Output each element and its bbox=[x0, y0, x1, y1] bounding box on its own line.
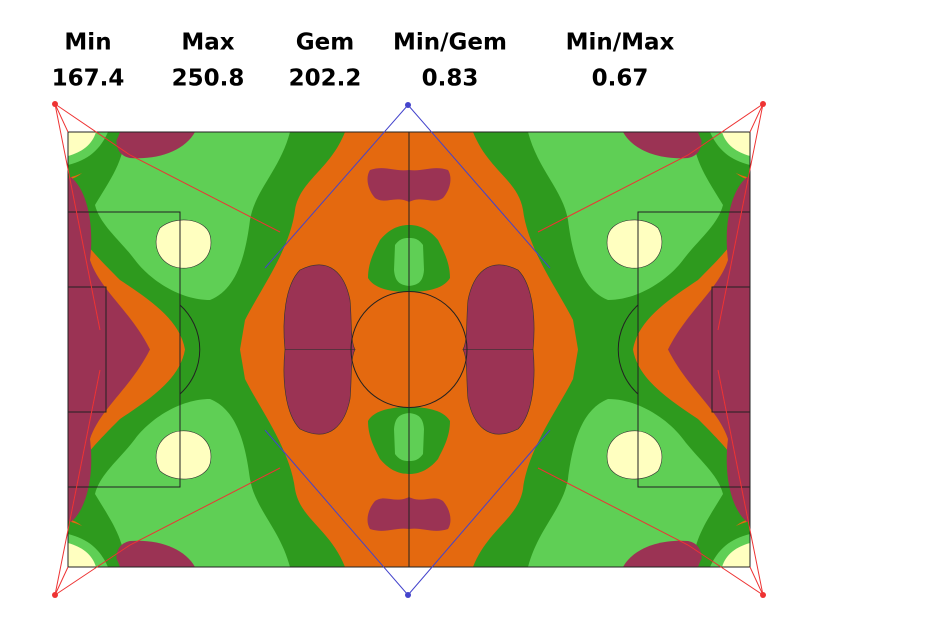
stats-header: Min 167.4 Max 250.8 Gem 202.2 Min/Gem 0.83 Min/M… bbox=[52, 30, 675, 92]
stat-label: Min bbox=[64, 30, 111, 56]
stat-value: 202.2 bbox=[289, 66, 362, 92]
stat-label: Gem bbox=[296, 30, 354, 56]
stat-label: Min/Gem bbox=[393, 30, 507, 56]
pole-lines bbox=[54, 103, 764, 596]
pole-lines-center bbox=[264, 104, 551, 596]
field-lines bbox=[67, 131, 751, 568]
stat-value: 250.8 bbox=[172, 66, 245, 92]
stat-value: 167.4 bbox=[52, 66, 125, 92]
stat-label: Max bbox=[181, 30, 234, 56]
poles bbox=[52, 101, 766, 598]
stat-value: 0.83 bbox=[422, 66, 479, 92]
stat-value: 0.67 bbox=[592, 66, 649, 92]
stat-label: Min/Max bbox=[566, 30, 675, 56]
